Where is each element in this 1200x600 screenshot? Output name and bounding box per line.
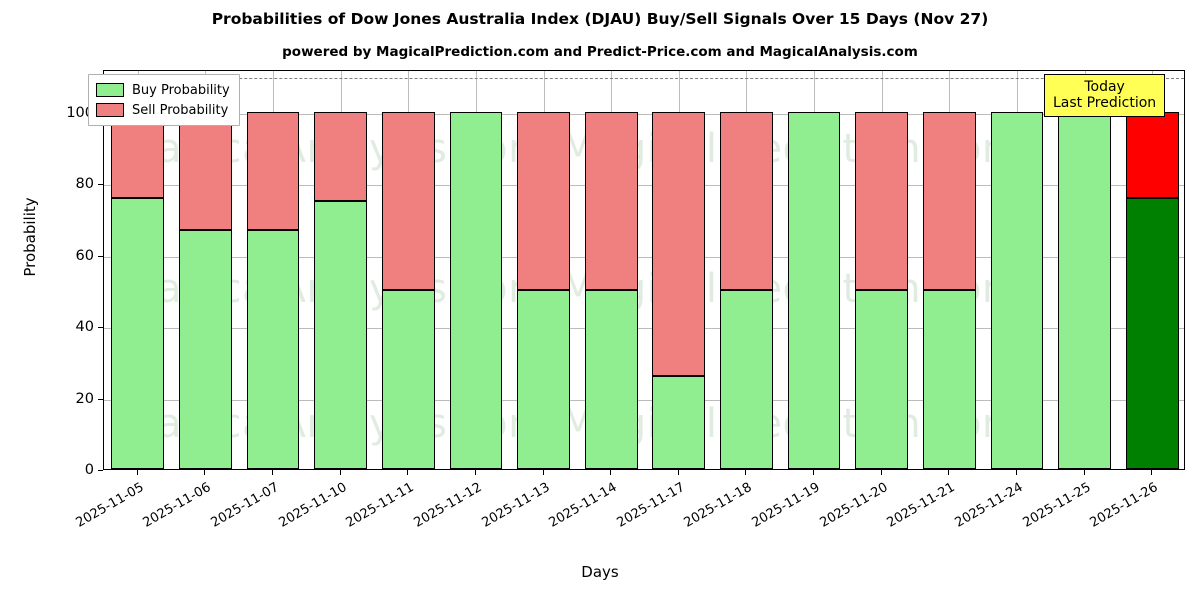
y-tick-mark [98, 184, 103, 186]
bar[interactable] [314, 71, 368, 469]
gridline-y [104, 113, 1184, 115]
gridline-y [104, 399, 1184, 401]
bar-segment-buy [720, 290, 773, 469]
bar[interactable] [787, 71, 841, 469]
bar-series-layer [104, 71, 1184, 469]
bar[interactable] [179, 71, 232, 469]
legend-item-buy: Buy Probability [96, 80, 230, 100]
bar-segment-sell [855, 111, 909, 291]
bar-segment-buy [1125, 197, 1179, 469]
x-tick-mark [677, 470, 679, 475]
x-tick-mark [948, 470, 950, 475]
bar-segment-sell [314, 111, 368, 202]
bar[interactable] [246, 71, 300, 469]
bar[interactable] [449, 71, 503, 469]
x-tick-mark [136, 470, 138, 475]
y-tick-mark [98, 327, 103, 329]
x-tick-mark [204, 470, 206, 475]
bar-segment-buy [855, 290, 909, 469]
x-tick-mark [1083, 470, 1085, 475]
bar-segment-buy [449, 111, 503, 469]
bar[interactable] [1058, 71, 1111, 469]
legend-label-buy: Buy Probability [132, 82, 230, 98]
bar[interactable] [720, 71, 773, 469]
bar[interactable] [517, 71, 570, 469]
plot-area: MagicalAnalysis.com MagicalPrediction.co… [103, 70, 1185, 470]
y-axis-ticks: 0 20 40 60 80 100 [20, 70, 94, 478]
bar[interactable] [990, 71, 1044, 469]
today-annotation-line2: Last Prediction [1053, 95, 1157, 112]
bar-segment-sell [584, 111, 638, 291]
bar[interactable] [652, 71, 706, 469]
bar-segment-buy [246, 229, 300, 469]
chart-subtitle: powered by MagicalPrediction.com and Pre… [282, 44, 918, 60]
chart-legend: Buy Probability Sell Probability [88, 74, 240, 126]
legend-swatch-sell-icon [96, 103, 124, 117]
x-tick-mark [745, 470, 747, 475]
bar-segment-buy [584, 290, 638, 469]
y-tick-label: 60 [75, 247, 94, 264]
bar[interactable] [111, 71, 165, 469]
legend-label-sell: Sell Probability [132, 102, 229, 118]
bar-segment-sell [1125, 111, 1179, 198]
y-tick-label: 100 [66, 104, 94, 121]
bar-segment-buy [1058, 111, 1111, 469]
x-tick-label: 2025-11-12 [411, 480, 485, 531]
bar-segment-buy [314, 201, 368, 469]
legend-swatch-buy-icon [96, 83, 124, 97]
bar-segment-buy [111, 197, 165, 469]
x-tick-label: 2025-11-24 [952, 480, 1026, 531]
chart-title: Probabilities of Dow Jones Australia Ind… [211, 10, 989, 28]
bar[interactable] [855, 71, 909, 469]
gridline-y [104, 185, 1184, 187]
bar-segment-buy [179, 229, 232, 469]
x-tick-mark [407, 470, 409, 475]
x-tick-mark [880, 470, 882, 475]
bar-segment-sell [111, 111, 165, 198]
x-tick-mark [542, 470, 544, 475]
bar-segment-sell [652, 111, 706, 377]
x-tick-mark [1015, 470, 1017, 475]
x-tick-mark [272, 470, 274, 475]
bar-segment-sell [246, 111, 300, 230]
bar-segment-sell [517, 111, 570, 291]
x-tick-mark [339, 470, 341, 475]
threshold-dashed-line [104, 78, 1184, 80]
bar-segment-buy [787, 111, 841, 469]
y-tick-mark [98, 398, 103, 400]
bar[interactable] [922, 71, 976, 469]
y-tick-label: 80 [75, 176, 94, 193]
gridline-y [104, 256, 1184, 258]
y-tick-label: 20 [75, 390, 94, 407]
bar-segment-buy [517, 290, 570, 469]
y-tick-label: 40 [75, 319, 94, 336]
bar-segment-buy [381, 290, 435, 469]
x-tick-mark [610, 470, 612, 475]
bar[interactable] [381, 71, 435, 469]
bar-today[interactable] [1125, 71, 1179, 469]
bar-segment-sell [179, 111, 232, 230]
bar-segment-sell [922, 111, 976, 291]
y-tick-mark [98, 470, 103, 471]
today-annotation-line1: Today [1084, 79, 1125, 95]
bar-segment-sell [720, 111, 773, 291]
x-tick-mark [474, 470, 476, 475]
y-tick-label: 0 [84, 462, 94, 478]
bar-segment-buy [652, 376, 706, 469]
today-annotation: Today Last Prediction [1044, 74, 1166, 118]
gridline-y [104, 328, 1184, 330]
x-tick-mark [813, 470, 815, 475]
bar-segment-buy [922, 290, 976, 469]
bar[interactable] [584, 71, 638, 469]
y-tick-mark [98, 255, 103, 257]
bar-segment-sell [381, 111, 435, 291]
x-tick-mark [1151, 470, 1153, 475]
bar-segment-buy [990, 111, 1044, 469]
legend-item-sell: Sell Probability [96, 100, 230, 120]
x-axis-label: Days [581, 563, 619, 581]
